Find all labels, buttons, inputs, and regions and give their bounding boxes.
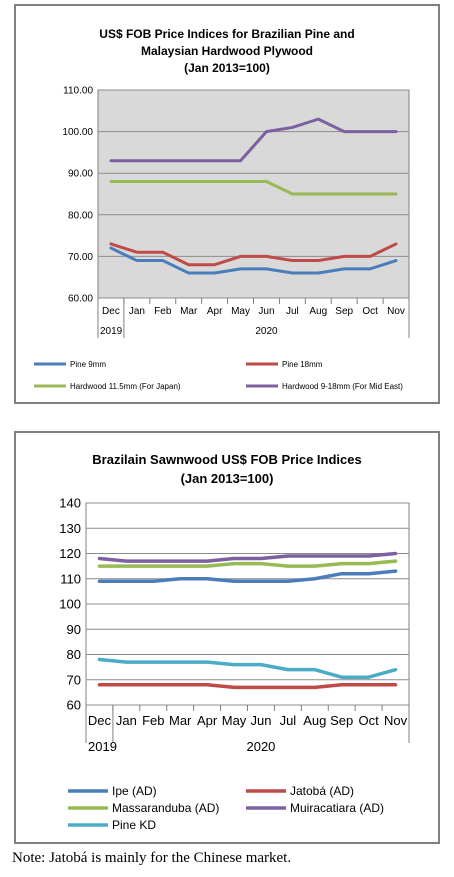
x-tick-label: Mar (180, 306, 198, 317)
x-tick-label: Oct (362, 306, 378, 317)
legend-label: Hardwood 9-18mm (For Mid East) (282, 382, 403, 391)
chart-title-line: Brazilain Sawnwood US$ FOB Price Indices (92, 452, 361, 467)
x-tick-label: Jul (280, 713, 297, 728)
legend-label: Jatobá (AD) (290, 784, 354, 798)
x-tick-label: Dec (102, 306, 120, 317)
year-label-2019: 2019 (100, 326, 123, 337)
x-tick-label: May (231, 306, 250, 317)
x-tick-label: Dec (88, 713, 112, 728)
x-tick-label: Oct (359, 713, 380, 728)
x-tick-label: Jun (258, 306, 274, 317)
sawnwood-price-chart: Brazilain Sawnwood US$ FOB Price Indices… (59, 452, 410, 832)
y-tick-label: 70 (67, 672, 81, 687)
y-tick-label: 80 (67, 647, 81, 662)
footnote: Note: Jatobá is mainly for the Chinese m… (12, 850, 292, 866)
chart-title-line: (Jan 2013=100) (184, 61, 270, 75)
series-line-4 (97, 657, 398, 679)
series-line-3 (97, 551, 398, 563)
x-tick-label: Sep (335, 306, 353, 317)
series-line-3 (109, 117, 398, 163)
y-tick-label: 110 (60, 571, 81, 586)
legend-label: Muiracatiara (AD) (290, 801, 384, 815)
y-tick-label: 80.00 (68, 210, 93, 221)
x-tick-label: Jan (129, 306, 145, 317)
plywood-price-chart: US$ FOB Price Indices for Brazilian Pine… (34, 27, 410, 391)
x-tick-label: Feb (142, 713, 164, 728)
x-tick-label: Nov (387, 306, 405, 317)
x-tick-label: Aug (309, 306, 327, 317)
legend-label: Pine 18mm (282, 360, 323, 369)
x-tick-label: Apr (207, 306, 223, 317)
y-tick-label: 110.00 (63, 86, 93, 97)
x-tick-label: Jun (250, 713, 271, 728)
legend-label: Pine 9mm (70, 360, 106, 369)
year-label-2020: 2020 (246, 739, 275, 754)
y-tick-label: 60.00 (68, 294, 93, 305)
y-tick-label: 60 (67, 698, 81, 713)
y-tick-label: 100 (59, 597, 81, 612)
chart-title-line: (Jan 2013=100) (181, 471, 274, 486)
x-tick-label: Apr (197, 713, 218, 728)
y-tick-label: 90 (67, 622, 81, 637)
chart-title-line: Malaysian Hardwood Plywood (141, 44, 313, 58)
y-tick-label: 130 (59, 521, 81, 536)
legend-label: Hardwood 11.5mm (For Japan) (70, 382, 181, 391)
x-tick-label: Jul (286, 306, 299, 317)
x-tick-label: Nov (384, 713, 408, 728)
y-tick-label: 120 (59, 546, 81, 561)
chart-title-line: US$ FOB Price Indices for Brazilian Pine… (99, 27, 354, 41)
series-line-0 (109, 246, 398, 275)
series-line-1 (109, 242, 398, 267)
plywood-chart-panel: US$ FOB Price Indices for Brazilian Pine… (14, 4, 440, 404)
y-tick-label: 140 (59, 496, 81, 511)
x-tick-label: Aug (303, 713, 326, 728)
y-tick-label: 100.00 (62, 127, 93, 138)
series-line-2 (97, 559, 398, 568)
x-tick-label: May (222, 713, 247, 728)
y-tick-label: 90.00 (68, 169, 93, 180)
x-tick-label: Jan (116, 713, 137, 728)
x-tick-label: Mar (169, 713, 192, 728)
y-tick-label: 70.00 (68, 252, 93, 263)
legend-label: Ipe (AD) (112, 784, 157, 798)
year-label-2020: 2020 (255, 326, 278, 337)
x-tick-label: Feb (154, 306, 172, 317)
series-line-2 (109, 180, 398, 196)
legend-label: Pine KD (112, 818, 156, 832)
x-tick-label: Sep (330, 713, 353, 728)
sawnwood-chart-panel: Brazilain Sawnwood US$ FOB Price Indices… (14, 431, 440, 844)
year-label-2019: 2019 (88, 739, 117, 754)
series-line-1 (97, 683, 398, 690)
series-line-0 (97, 569, 398, 584)
legend-label: Massaranduba (AD) (112, 801, 219, 815)
